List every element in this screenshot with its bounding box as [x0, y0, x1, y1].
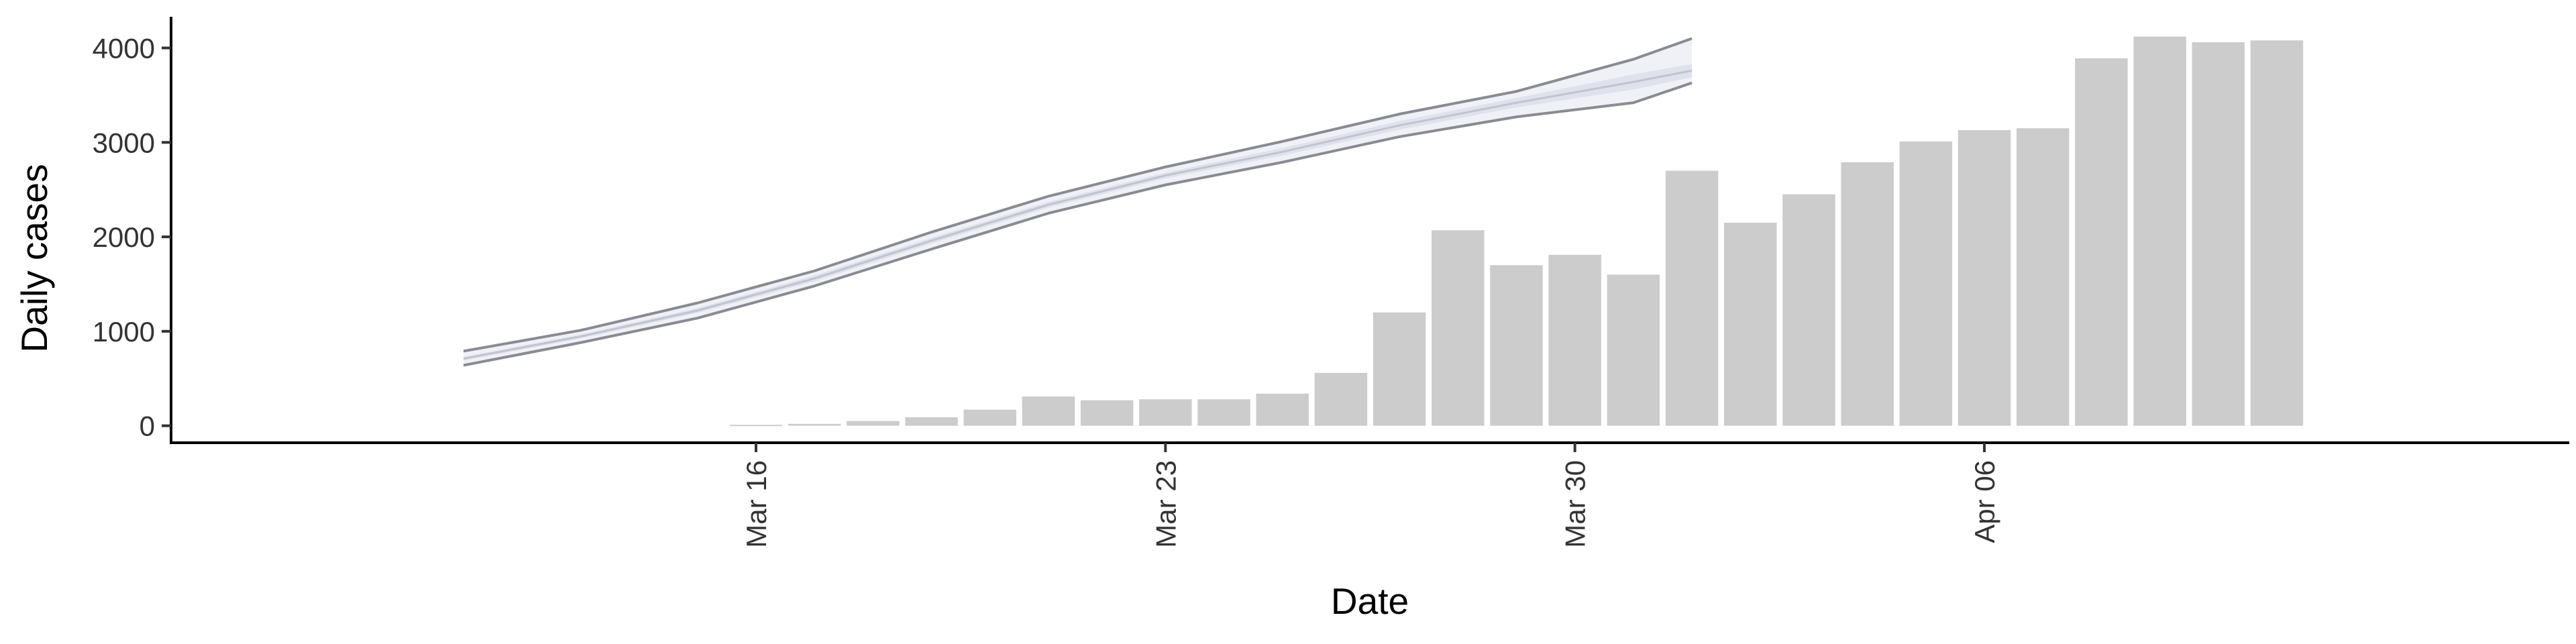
bar-2020-04-04: [1841, 162, 1894, 426]
bar-2020-03-17: [788, 423, 841, 426]
x-axis-ticks: Mar 16 Mar 23 Mar 30 Apr 06: [741, 443, 2000, 548]
x-tick-label-2020-04-06: Apr 06: [1969, 460, 2000, 543]
bar-2020-04-01: [1665, 170, 1719, 426]
bar-2020-04-10: [2192, 42, 2245, 426]
bar-2020-03-20: [963, 409, 1016, 426]
projection-upper-line: [463, 37, 1693, 353]
bar-2020-03-29: [1490, 265, 1543, 426]
bar-2020-03-31: [1607, 274, 1660, 426]
bar-2020-04-09: [2133, 36, 2186, 426]
y-tick-label-3000: 3000: [93, 127, 155, 158]
bar-2020-04-05: [1899, 141, 1953, 426]
projection-series: [463, 37, 1693, 367]
y-tick-label-1000: 1000: [93, 316, 155, 347]
bar-2020-04-03: [1782, 194, 1835, 426]
bar-2020-03-30: [1548, 254, 1601, 426]
y-axis-title: Daily cases: [13, 164, 55, 352]
bar-2020-03-21: [1022, 396, 1075, 426]
bar-2020-03-27: [1373, 312, 1426, 426]
x-tick-label-2020-03-30: Mar 30: [1560, 460, 1591, 548]
projection-inner-band: [463, 64, 1693, 361]
x-tick-label-2020-03-23: Mar 23: [1150, 460, 1181, 548]
bar-2020-03-24: [1197, 399, 1250, 426]
bar-series: [729, 36, 2304, 427]
y-tick-label-0: 0: [140, 411, 155, 442]
bar-2020-03-18: [847, 421, 900, 426]
projection-median-line: [463, 69, 1693, 360]
bar-2020-03-19: [905, 417, 958, 426]
bar-2020-04-07: [2017, 128, 2070, 426]
bar-2020-03-25: [1256, 393, 1309, 426]
bar-2020-03-16: [729, 425, 783, 427]
bar-2020-04-11: [2250, 40, 2304, 426]
bar-2020-04-06: [1957, 129, 2011, 426]
y-tick-label-4000: 4000: [93, 32, 155, 64]
bar-2020-03-22: [1080, 400, 1134, 426]
bar-2020-04-02: [1724, 222, 1777, 426]
x-axis-title: Date: [1331, 580, 1409, 622]
bar-2020-04-08: [2075, 58, 2128, 426]
y-tick-label-2000: 2000: [93, 221, 155, 253]
bar-2020-03-23: [1139, 399, 1192, 426]
bar-2020-03-28: [1432, 230, 1485, 426]
bar-2020-03-26: [1314, 372, 1368, 426]
y-axis-ticks: 0 1000 2000 3000 4000: [93, 32, 171, 442]
x-tick-label-2020-03-16: Mar 16: [741, 460, 772, 548]
projection-lower-line: [463, 81, 1693, 367]
